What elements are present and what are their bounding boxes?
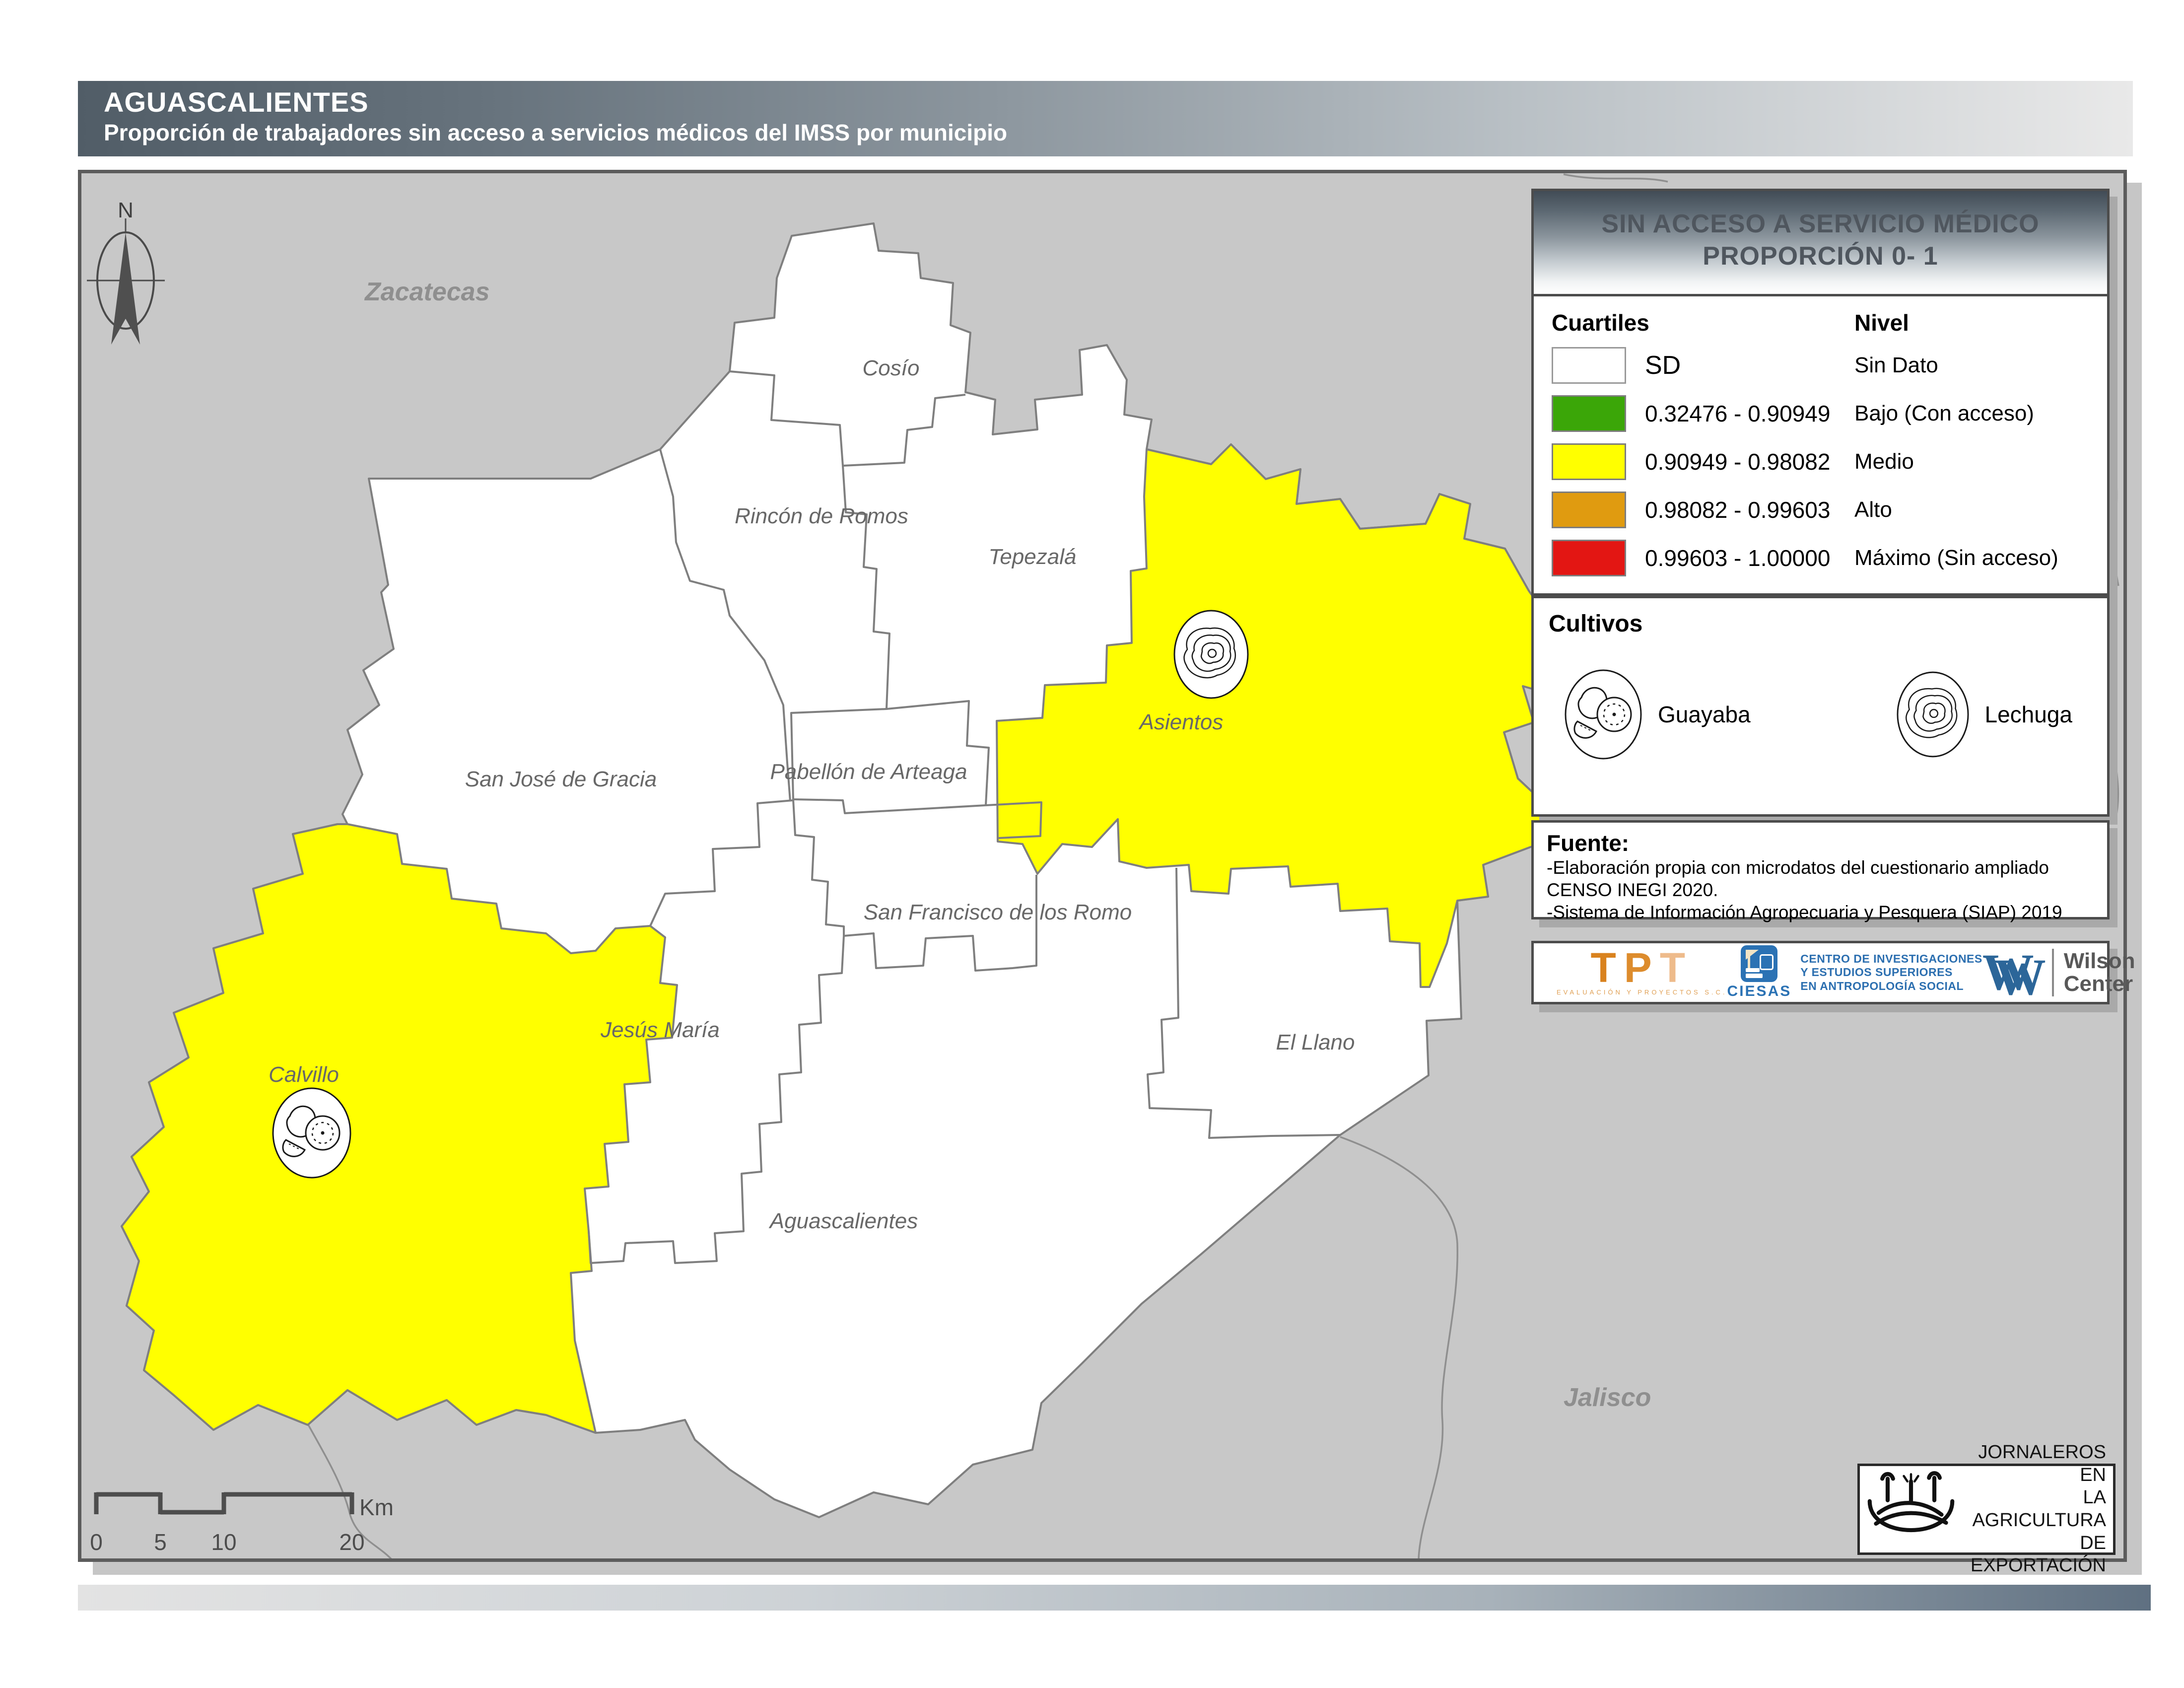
municipality-labels: Cosío Rincón de Romos Tepezalá San José … [269, 356, 1355, 1233]
legend-row-high: 0.98082 - 0.99603 [1552, 486, 1854, 534]
lettuce-icon [1173, 610, 1249, 699]
legend-level-max: Máximo (Sin acceso) [1854, 545, 2058, 570]
fuente-line-2: CENSO INEGI 2020. [1547, 880, 1718, 901]
label-el-llano: El Llano [1276, 1030, 1355, 1055]
cultivo-items: Guayaba Lechuga [1549, 637, 2092, 761]
tpt-letter-t1: T [1590, 944, 1624, 991]
label-calvillo: Calvillo [269, 1062, 339, 1087]
cultivo-item-lechuga: Lechuga [1896, 668, 2073, 761]
legend-row-low: 0.32476 - 0.90949 [1552, 389, 1854, 437]
state-label-zacatecas: Zacatecas [364, 278, 490, 306]
cultivos-panel: Cultivos Guayaba [1531, 596, 2110, 817]
scale-tick-5: 5 [154, 1529, 167, 1555]
label-jesus-maria: Jesús María [600, 1018, 720, 1042]
cultivos-title: Cultivos [1549, 611, 1643, 637]
fuente-line-1: -Elaboración propia con microdatos del c… [1547, 857, 2049, 878]
jornaleros-text: JORNALEROS EN LA AGRICULTURA DE EXPORTAC… [1958, 1441, 2106, 1577]
label-san-jose-de-gracia: San José de Gracia [465, 767, 657, 791]
scale-tick-0: 0 [90, 1529, 103, 1555]
cultivo-label-lechuga: Lechuga [1984, 702, 2073, 727]
bottom-gradient-strip [78, 1585, 2151, 1611]
jornaleros-logo-box: JORNALEROS EN LA AGRICULTURA DE EXPORTAC… [1857, 1442, 2116, 1576]
legend-row-max: 0.99603 - 1.00000 [1552, 534, 1854, 582]
jornaleros-emblem [1867, 1471, 1955, 1533]
legend-range-low: 0.32476 - 0.90949 [1645, 400, 1831, 426]
jornaleros-line-3: DE EXPORTACIÓN [1970, 1532, 2106, 1576]
map-canvas: Zacatecas Jalisco Cosío Rincón de Romos … [87, 173, 2119, 1558]
page-title: AGUASCALIENTES [104, 86, 369, 118]
label-tepezala: Tepezalá [989, 545, 1077, 569]
label-aguascalientes-city: Aguascalientes [768, 1209, 918, 1233]
ciesas-line-1: CENTRO DE INVESTIGACIONES [1800, 952, 1982, 965]
legend-level-low: Bajo (Con acceso) [1854, 401, 2034, 425]
legend-title-line1: SIN ACCESO A SERVICIO MÉDICO [1601, 210, 2040, 238]
scale-unit: Km [359, 1494, 394, 1520]
jornaleros-line-1: JORNALEROS EN [1978, 1442, 2106, 1485]
title-bar: AGUASCALIENTES Proporción de trabajadore… [78, 81, 2133, 156]
legend-row-sd: SD [1552, 341, 1854, 389]
fuente-panel: Fuente: -Elaboración propia con microdat… [1531, 820, 2110, 922]
wilson-name-line1: Wilson [2063, 949, 2135, 974]
wilson-name-line2: Center [2063, 972, 2133, 996]
ciesas-acronym: CIESAS [1727, 983, 1792, 999]
wilson-center-logo: W W Wilson Center [1982, 944, 2135, 1006]
scale-tick-20: 20 [339, 1529, 364, 1555]
guava-icon [272, 1087, 351, 1179]
tpt-letter-t2: T [1659, 944, 1694, 991]
guava-legend-icon [1565, 669, 1642, 760]
legend-swatch-high [1552, 491, 1626, 528]
ciesas-line-2: Y ESTUDIOS SUPERIORES [1800, 966, 1953, 979]
legend-grid: Cuartiles Nivel SD Sin Dato 0.32476 - 0.… [1534, 296, 2107, 582]
legend-swatch-medium [1552, 443, 1626, 480]
legend-range-max: 0.99603 - 1.00000 [1645, 545, 1831, 571]
tpt-tagline: EVALUACIÓN Y PROYECTOS S.C. [1557, 988, 1727, 996]
compass-n-label: N [118, 198, 134, 222]
legend-row-medium: 0.90949 - 0.98082 [1552, 437, 1854, 486]
state-label-jalisco: Jalisco [1564, 1383, 1651, 1412]
tpt-letter-p: P [1624, 944, 1660, 991]
logos-panel: TPT EVALUACIÓN Y PROYECTOS S.C. CIESAS C… [1531, 941, 2135, 1004]
legend-col-quartiles: Cuartiles [1552, 310, 1649, 336]
label-rincon-de-romos: Rincón de Romos [735, 504, 908, 528]
label-pabellon-de-arteaga: Pabellón de Arteaga [770, 760, 967, 784]
ciesas-logo: CIESAS CENTRO DE INVESTIGACIONES Y ESTUD… [1727, 945, 1982, 1000]
legend-range-sd: SD [1645, 351, 1681, 380]
legend-level-medium: Medio [1854, 449, 1914, 474]
legend-title-line2: PROPORCIÓN 0- 1 [1703, 242, 1938, 271]
cultivo-label-guayaba: Guayaba [1658, 702, 1751, 727]
municipality-asientos [996, 443, 1567, 988]
legend-col-level: Nivel [1854, 310, 1909, 336]
fuente-title: Fuente: [1547, 830, 1630, 856]
ciesas-line-3: EN ANTROPOLOGÍA SOCIAL [1800, 979, 1964, 992]
municipal-borders [588, 370, 1341, 1264]
wilson-divider [2051, 949, 2054, 996]
ciesas-icon [1741, 945, 1778, 982]
page-subtitle: Proporción de trabajadores sin acceso a … [104, 119, 1008, 145]
lettuce-legend-icon [1896, 671, 1969, 758]
legend-level-sd: Sin Dato [1854, 352, 1938, 377]
fuente-line-3: -Sistema de Información Agropecuaria y P… [1547, 902, 2062, 923]
legend-swatch-low [1552, 395, 1626, 432]
state-boundary-lines [307, 173, 2119, 1558]
scale-bar: 0 5 10 20 Km [90, 1492, 394, 1555]
municipality-calvillo [121, 823, 678, 1434]
label-asientos: Asientos [1138, 710, 1224, 734]
compass-rose: N [87, 198, 165, 345]
legend-panel: SIN ACCESO A SERVICIO MÉDICO PROPORCIÓN … [1531, 189, 2110, 596]
legend-range-high: 0.98082 - 0.99603 [1645, 496, 1831, 523]
cultivo-item-guayaba: Guayaba [1564, 668, 1751, 761]
jornaleros-line-2: LA AGRICULTURA [1972, 1487, 2106, 1531]
tpt-logo: TPT EVALUACIÓN Y PROYECTOS S.C. [1557, 947, 1727, 996]
legend-swatch-max [1552, 539, 1626, 576]
legend-level-high: Alto [1854, 497, 1892, 522]
wilson-monogram: W W [1982, 944, 2046, 1006]
scale-tick-10: 10 [211, 1529, 236, 1555]
label-san-francisco-de-los-romo: San Francisco de los Romo [864, 900, 1132, 924]
legend-swatch-sd [1552, 347, 1626, 384]
legend-header: SIN ACCESO A SERVICIO MÉDICO PROPORCIÓN … [1534, 191, 2107, 296]
label-cosio: Cosío [863, 356, 920, 380]
legend-range-medium: 0.90949 - 0.98082 [1645, 448, 1831, 475]
